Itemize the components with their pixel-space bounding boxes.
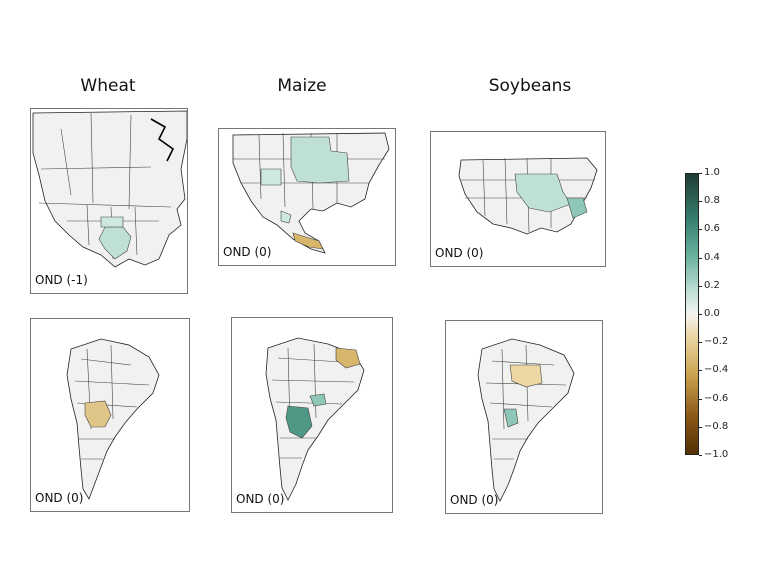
colorbar-tick-label: 1.0 [704, 167, 720, 178]
map-wheat-na-svg [32, 110, 187, 268]
land-canada-us [32, 110, 187, 268]
region-midwest-highlight [514, 173, 572, 213]
region-cornbelt-highlight [290, 136, 350, 184]
colorbar-tick-label: 0.2 [704, 279, 720, 291]
colorbar-tick-mark [699, 426, 702, 428]
map-maize-sa-svg [265, 337, 365, 501]
colorbar-tick-mark [699, 455, 702, 456]
colorbar-tick-mark [699, 229, 702, 231]
colorbar-tick-label: −0.2 [704, 336, 729, 348]
region-argentina-negative [84, 400, 112, 428]
label-maize-na: OND (0) [223, 245, 272, 259]
map-maize-na-svg [232, 132, 390, 254]
region-southern-brazil-green [309, 393, 327, 407]
region-west-highlight [260, 168, 282, 186]
label-maize-sa: OND (0) [236, 492, 285, 506]
colorbar-tick-label: −0.8 [704, 420, 729, 432]
colorbar-tick-mark [699, 342, 702, 344]
region-northeast-brazil-negative [335, 347, 361, 369]
region-mexico-south-negative [292, 232, 324, 250]
colorbar [685, 173, 699, 455]
map-soybeans-south-america: OND (0) [445, 320, 603, 514]
colorbar-tick-mark [699, 257, 702, 259]
region-mexico-green [280, 210, 292, 224]
map-maize-south-america: OND (0) [231, 317, 393, 513]
label-soy-na: OND (0) [435, 246, 484, 260]
map-wheat-north-america: OND (-1) [30, 108, 188, 294]
region-oklahoma-highlight [100, 216, 124, 228]
map-wheat-south-america: OND (0) [30, 318, 190, 512]
region-texas-highlight [98, 226, 132, 260]
col-title-wheat: Wheat [80, 76, 136, 96]
colorbar-tick-mark [699, 285, 702, 287]
colorbar-tick-label: −1.0 [704, 449, 729, 460]
colorbar-tick-mark [699, 201, 702, 203]
region-southeast-highlight [566, 197, 588, 219]
colorbar-tick-label: −0.6 [704, 392, 729, 404]
map-maize-north-america: OND (0) [218, 128, 396, 266]
colorbar-tick-label: 0.8 [704, 195, 720, 207]
colorbar-tick-label: 0.6 [704, 223, 720, 235]
land-us-mexico [232, 132, 390, 254]
map-soy-na-svg [458, 157, 598, 235]
label-soy-sa: OND (0) [450, 493, 499, 507]
colorbar-tick-mark [699, 370, 702, 372]
col-title-soybeans: Soybeans [488, 76, 572, 96]
colorbar-tick-mark [699, 398, 702, 400]
colorbar-tick-label: 0.4 [704, 251, 720, 263]
land-south-america [477, 338, 575, 502]
map-soy-sa-svg [477, 338, 575, 502]
map-wheat-sa-svg [66, 338, 160, 500]
region-central-brazil-negative [509, 364, 543, 388]
label-wheat-sa: OND (0) [35, 491, 84, 505]
colorbar-tick-label: −0.4 [704, 364, 729, 376]
map-soybeans-north-america: OND (0) [430, 131, 606, 267]
colorbar-tick-mark [699, 173, 702, 174]
region-argentina-green [285, 405, 313, 439]
label-wheat-na: OND (-1) [35, 273, 88, 287]
colorbar-tick-mark [699, 314, 702, 315]
region-argentina-green [503, 408, 519, 428]
col-title-maize: Maize [277, 76, 327, 96]
colorbar-tick-label: 0.0 [704, 308, 720, 319]
